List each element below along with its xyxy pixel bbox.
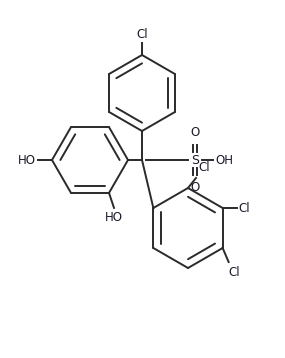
Text: Cl: Cl — [198, 161, 210, 174]
Text: HO: HO — [18, 154, 36, 166]
Text: Cl: Cl — [239, 202, 250, 214]
Text: OH: OH — [215, 154, 233, 166]
Text: O: O — [190, 126, 200, 139]
Text: Cl: Cl — [229, 266, 240, 279]
Text: Cl: Cl — [136, 28, 148, 41]
Text: HO: HO — [105, 211, 123, 224]
Text: S: S — [191, 154, 199, 166]
Text: O: O — [190, 181, 200, 194]
